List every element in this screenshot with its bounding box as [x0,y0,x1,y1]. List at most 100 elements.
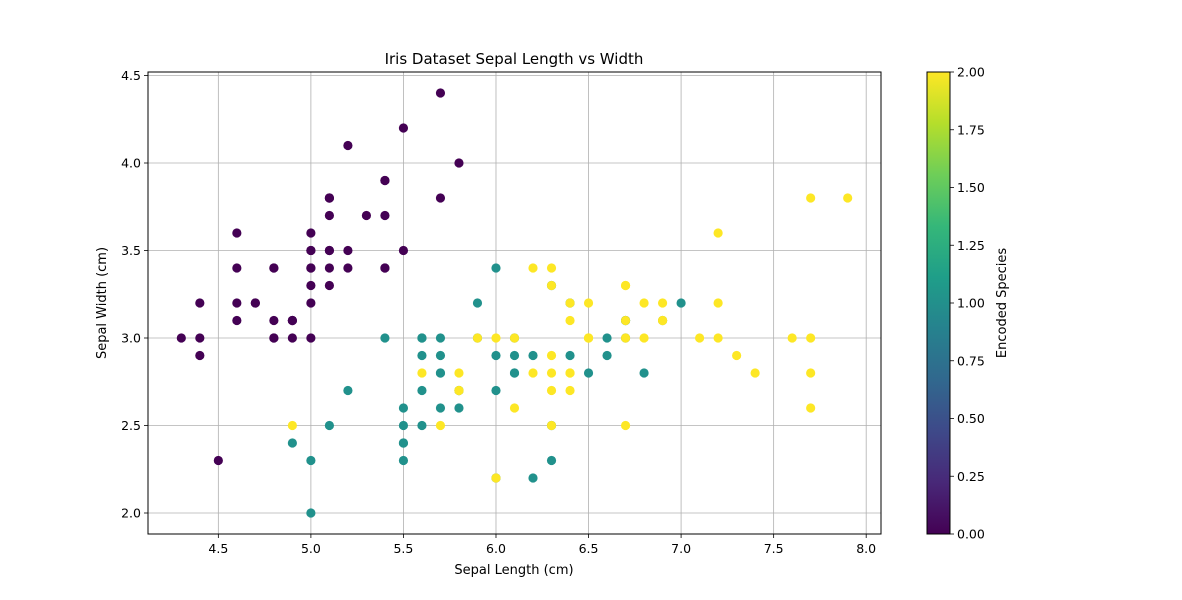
scatter-point [472,333,483,343]
scatter-point [435,368,446,378]
scatter-point [269,315,279,326]
plot-frame [147,71,882,535]
scatter-point [380,175,390,186]
scatter-point [417,385,427,396]
colorbar-tick-label: 0.00 [957,527,985,542]
colorbar [926,71,951,535]
scatter-point [509,350,520,361]
scatter-point [361,210,372,221]
scatter-point [546,280,557,291]
scatter-point [287,438,297,448]
scatter-point [324,210,334,221]
scatter-point [843,193,853,203]
scatter-point [602,333,612,343]
scatter-point [713,228,723,238]
scatter-point [398,245,409,256]
scatter-point [602,350,612,361]
scatter-point [750,368,760,378]
scatter-point [491,333,501,343]
scatter-point [213,455,223,466]
colorbar-label: Encoded Species [995,248,1010,358]
y-tick-label: 4.0 [121,156,141,171]
scatter-point [676,298,686,308]
scatter-point [528,473,538,483]
chart-title: Iris Dataset Sepal Length vs Width [385,50,644,68]
scatter-point [417,368,427,378]
scatter-point [454,385,464,396]
scatter-point [657,315,668,326]
scatter-point [250,298,260,308]
scatter-point [306,508,316,518]
scatter-point [565,315,575,326]
scatter-point [380,333,390,343]
x-tick-label: 8.0 [856,541,876,556]
colorbar-tick-label: 0.25 [957,469,985,484]
scatter-point [509,403,520,413]
scatter-point [232,228,242,238]
scatter-point [620,315,631,326]
scatter-point [435,403,446,413]
colorbar-tick-label: 2.00 [957,65,985,80]
scatter-point [232,263,242,273]
scatter-point [454,368,464,378]
scatter-point [546,350,557,361]
scatter-point [657,298,668,308]
scatter-point [287,420,297,431]
scatter-point [713,298,723,308]
scatter-point [398,123,409,133]
scatter-point [639,333,649,343]
scatter-point [472,298,483,308]
scatter-point [454,158,464,168]
scatter-point [639,298,649,308]
scatter-points [176,88,853,518]
scatter-point [806,333,816,343]
scatter-point [380,210,390,221]
y-tick-label: 4.5 [121,68,141,83]
scatter-point [306,455,316,466]
scatter-point [732,350,742,361]
y-tick-label: 3.5 [121,243,141,258]
scatter-point [232,315,242,326]
x-tick-label: 7.5 [764,541,784,556]
scatter-point [343,245,353,256]
scatter-point [306,245,316,256]
y-axis-ticks: 2.0 2.5 3.0 3.5 4.0 4.5 [121,68,148,521]
scatter-point [324,420,334,431]
colorbar-tick-label: 0.75 [957,353,985,368]
scatter-point [454,403,464,413]
scatter-point [195,333,205,343]
plot-background [148,72,881,534]
scatter-point [398,403,409,413]
x-tick-label: 5.5 [393,541,413,556]
scatter-point [509,368,520,378]
scatter-point [491,473,501,483]
x-tick-label: 4.5 [208,541,228,556]
scatter-point [491,263,501,273]
scatter-point [195,298,205,308]
colorbar-tick-label: 1.25 [957,238,985,253]
scatter-point [324,280,334,291]
scatter-point [435,350,446,361]
scatter-point [620,420,631,431]
scatter-point [528,368,538,378]
scatter-point [269,263,279,273]
scatter-point [528,350,538,361]
scatter-point [806,403,816,413]
scatter-point [713,333,723,343]
scatter-point [546,263,557,273]
scatter-point [195,350,205,361]
x-tick-label: 7.0 [671,541,691,556]
scatter-point [565,298,575,308]
scatter-point [380,263,390,273]
scatter-point [565,385,575,396]
scatter-point [306,228,316,238]
scatter-point [398,420,409,431]
x-tick-label: 5.0 [301,541,321,556]
scatter-point [546,420,557,431]
scatter-point [398,455,409,466]
colorbar-tick-label: 1.75 [957,122,985,137]
scatter-point [546,385,557,396]
scatter-point [639,368,649,378]
scatter-point [620,333,631,343]
